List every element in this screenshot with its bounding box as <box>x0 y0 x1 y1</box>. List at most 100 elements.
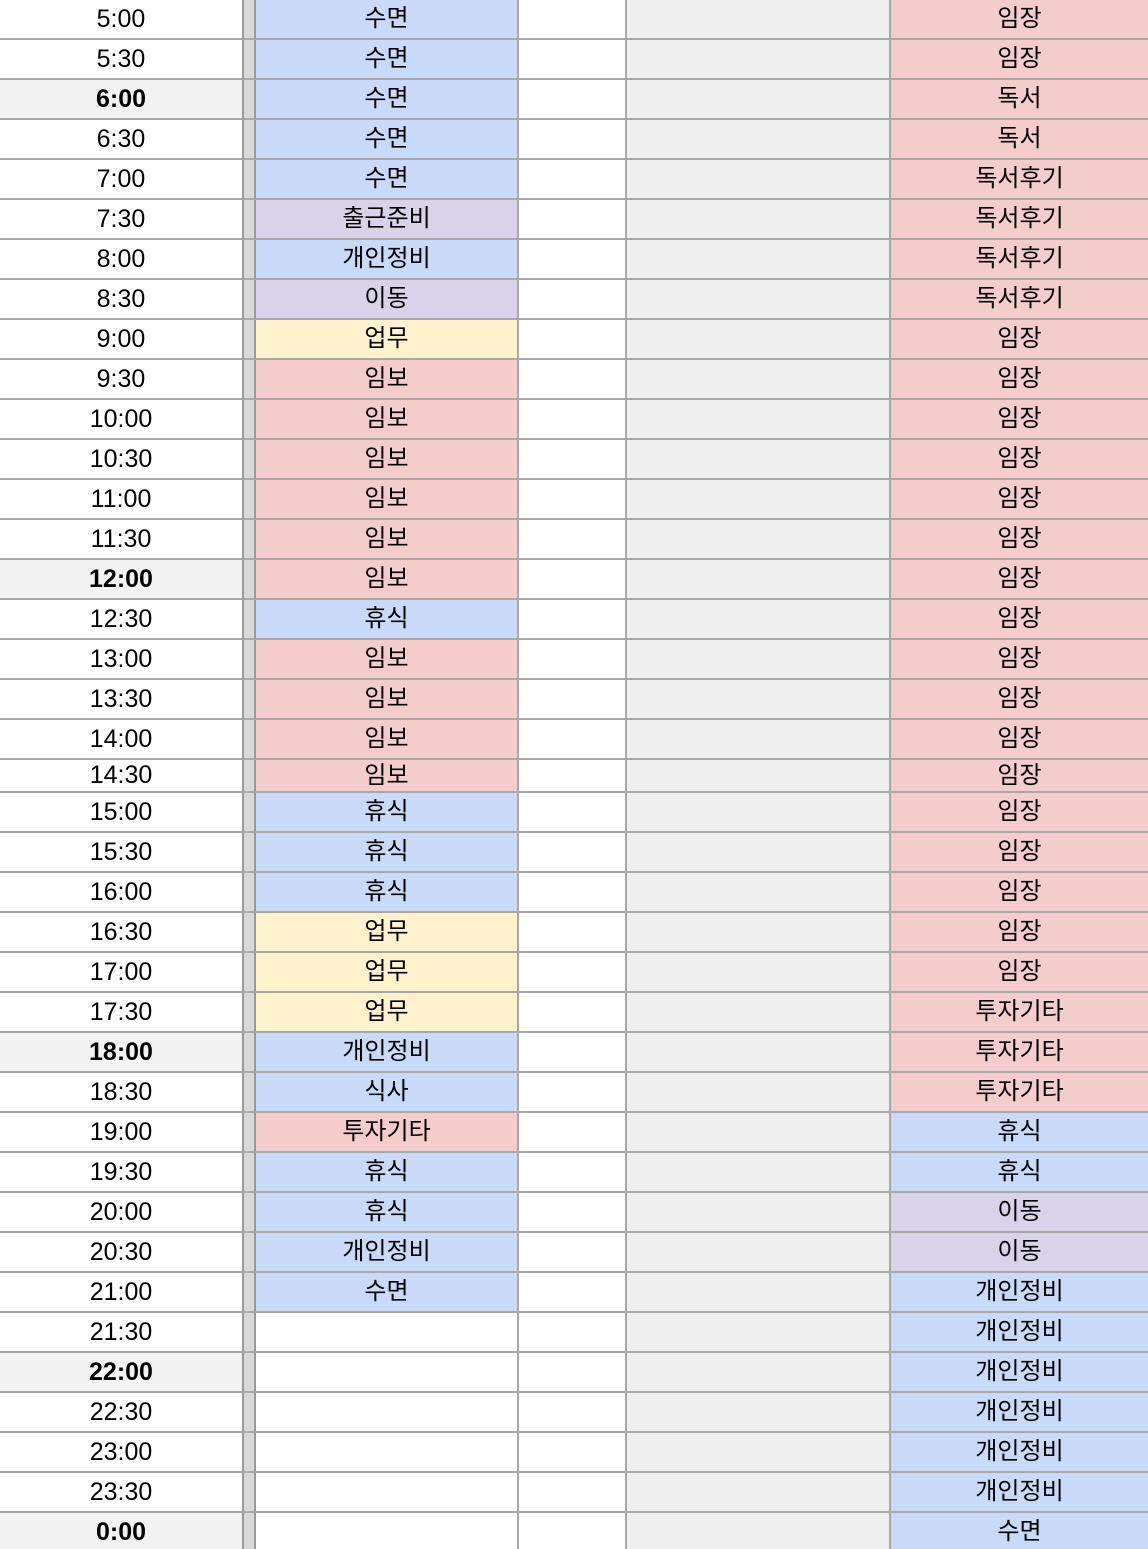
time-cell[interactable]: 13:30 <box>0 680 242 720</box>
gray-spacer-cell[interactable] <box>625 760 889 793</box>
frozen-pane-divider[interactable] <box>242 600 256 640</box>
time-cell[interactable]: 20:30 <box>0 1233 242 1273</box>
time-cell[interactable]: 9:30 <box>0 360 242 400</box>
empty-cell[interactable] <box>517 160 625 200</box>
time-cell[interactable]: 11:00 <box>0 480 242 520</box>
activity-cell-actual[interactable]: 투자기타 <box>889 993 1148 1033</box>
gray-spacer-cell[interactable] <box>625 280 889 320</box>
frozen-pane-divider[interactable] <box>242 1113 256 1153</box>
frozen-pane-divider[interactable] <box>242 360 256 400</box>
frozen-pane-divider[interactable] <box>242 833 256 873</box>
gray-spacer-cell[interactable] <box>625 0 889 40</box>
activity-cell-actual[interactable]: 임장 <box>889 913 1148 953</box>
empty-cell[interactable] <box>517 873 625 913</box>
time-cell[interactable]: 8:00 <box>0 240 242 280</box>
activity-cell-morning-plan[interactable] <box>256 1353 517 1393</box>
activity-cell-actual[interactable]: 독서 <box>889 120 1148 160</box>
empty-cell[interactable] <box>517 320 625 360</box>
empty-cell[interactable] <box>517 440 625 480</box>
activity-cell-actual[interactable]: 임장 <box>889 0 1148 40</box>
empty-cell[interactable] <box>517 793 625 833</box>
time-cell[interactable]: 10:00 <box>0 400 242 440</box>
frozen-pane-divider[interactable] <box>242 440 256 480</box>
activity-cell-actual[interactable]: 독서후기 <box>889 280 1148 320</box>
activity-cell-actual[interactable]: 임장 <box>889 760 1148 793</box>
gray-spacer-cell[interactable] <box>625 1153 889 1193</box>
activity-cell-actual[interactable]: 임장 <box>889 680 1148 720</box>
activity-cell-morning-plan[interactable]: 투자기타 <box>256 1113 517 1153</box>
empty-cell[interactable] <box>517 1353 625 1393</box>
gray-spacer-cell[interactable] <box>625 793 889 833</box>
activity-cell-actual[interactable]: 임장 <box>889 440 1148 480</box>
frozen-pane-divider[interactable] <box>242 1473 256 1513</box>
frozen-pane-divider[interactable] <box>242 240 256 280</box>
empty-cell[interactable] <box>517 200 625 240</box>
time-cell[interactable]: 6:30 <box>0 120 242 160</box>
empty-cell[interactable] <box>517 360 625 400</box>
activity-cell-actual[interactable]: 독서 <box>889 80 1148 120</box>
empty-cell[interactable] <box>517 240 625 280</box>
gray-spacer-cell[interactable] <box>625 520 889 560</box>
empty-cell[interactable] <box>517 1113 625 1153</box>
empty-cell[interactable] <box>517 913 625 953</box>
activity-cell-morning-plan[interactable]: 출근준비 <box>256 200 517 240</box>
activity-cell-actual[interactable]: 휴식 <box>889 1113 1148 1153</box>
gray-spacer-cell[interactable] <box>625 680 889 720</box>
frozen-pane-divider[interactable] <box>242 873 256 913</box>
activity-cell-actual[interactable]: 임장 <box>889 360 1148 400</box>
frozen-pane-divider[interactable] <box>242 560 256 600</box>
activity-cell-morning-plan[interactable]: 임보 <box>256 400 517 440</box>
frozen-pane-divider[interactable] <box>242 793 256 833</box>
empty-cell[interactable] <box>517 1193 625 1233</box>
empty-cell[interactable] <box>517 40 625 80</box>
gray-spacer-cell[interactable] <box>625 440 889 480</box>
activity-cell-actual[interactable]: 개인정비 <box>889 1353 1148 1393</box>
gray-spacer-cell[interactable] <box>625 640 889 680</box>
activity-cell-morning-plan[interactable]: 휴식 <box>256 1153 517 1193</box>
gray-spacer-cell[interactable] <box>625 1233 889 1273</box>
time-cell[interactable]: 5:00 <box>0 0 242 40</box>
frozen-pane-divider[interactable] <box>242 1313 256 1353</box>
time-cell[interactable]: 14:00 <box>0 720 242 760</box>
gray-spacer-cell[interactable] <box>625 160 889 200</box>
frozen-pane-divider[interactable] <box>242 760 256 793</box>
activity-cell-morning-plan[interactable]: 임보 <box>256 480 517 520</box>
empty-cell[interactable] <box>517 280 625 320</box>
activity-cell-morning-plan[interactable]: 휴식 <box>256 1193 517 1233</box>
activity-cell-morning-plan[interactable]: 수면 <box>256 80 517 120</box>
activity-cell-actual[interactable]: 개인정비 <box>889 1433 1148 1473</box>
time-cell[interactable]: 0:00 <box>0 1513 242 1549</box>
activity-cell-morning-plan[interactable]: 업무 <box>256 320 517 360</box>
empty-cell[interactable] <box>517 833 625 873</box>
gray-spacer-cell[interactable] <box>625 1033 889 1073</box>
activity-cell-morning-plan[interactable]: 휴식 <box>256 600 517 640</box>
frozen-pane-divider[interactable] <box>242 1353 256 1393</box>
frozen-pane-divider[interactable] <box>242 520 256 560</box>
empty-cell[interactable] <box>517 1393 625 1433</box>
gray-spacer-cell[interactable] <box>625 1073 889 1113</box>
time-cell[interactable]: 19:00 <box>0 1113 242 1153</box>
frozen-pane-divider[interactable] <box>242 1073 256 1113</box>
activity-cell-actual[interactable]: 개인정비 <box>889 1313 1148 1353</box>
activity-cell-morning-plan[interactable]: 임보 <box>256 720 517 760</box>
gray-spacer-cell[interactable] <box>625 953 889 993</box>
time-cell[interactable]: 12:00 <box>0 560 242 600</box>
time-cell[interactable]: 23:30 <box>0 1473 242 1513</box>
frozen-pane-divider[interactable] <box>242 1433 256 1473</box>
activity-cell-actual[interactable]: 투자기타 <box>889 1033 1148 1073</box>
gray-spacer-cell[interactable] <box>625 120 889 160</box>
gray-spacer-cell[interactable] <box>625 240 889 280</box>
activity-cell-morning-plan[interactable]: 휴식 <box>256 793 517 833</box>
activity-cell-actual[interactable]: 독서후기 <box>889 240 1148 280</box>
time-cell[interactable]: 17:00 <box>0 953 242 993</box>
time-cell[interactable]: 18:30 <box>0 1073 242 1113</box>
activity-cell-morning-plan[interactable] <box>256 1433 517 1473</box>
activity-cell-morning-plan[interactable]: 휴식 <box>256 833 517 873</box>
activity-cell-actual[interactable]: 임장 <box>889 600 1148 640</box>
empty-cell[interactable] <box>517 680 625 720</box>
activity-cell-morning-plan[interactable]: 휴식 <box>256 873 517 913</box>
activity-cell-morning-plan[interactable]: 개인정비 <box>256 240 517 280</box>
empty-cell[interactable] <box>517 1153 625 1193</box>
activity-cell-morning-plan[interactable]: 임보 <box>256 680 517 720</box>
activity-cell-actual[interactable]: 이동 <box>889 1233 1148 1273</box>
